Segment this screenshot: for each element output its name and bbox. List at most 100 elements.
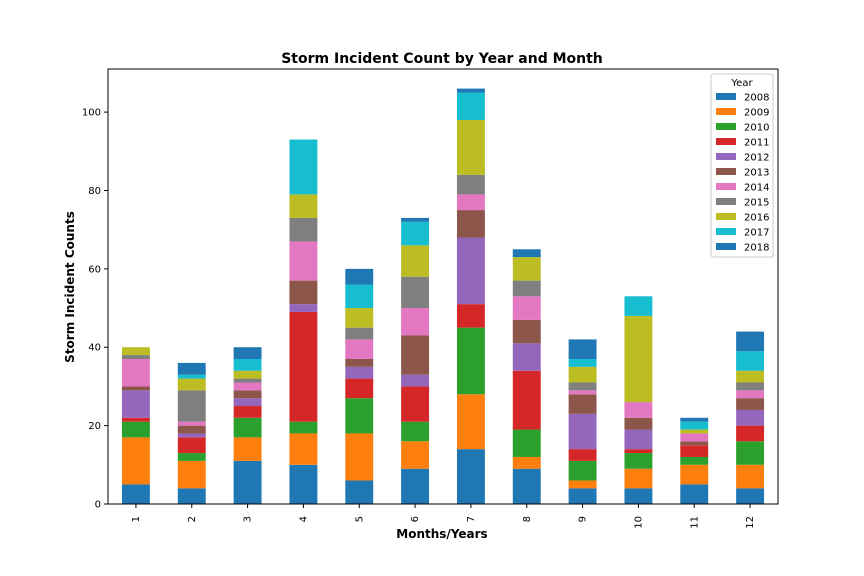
bar-segment-2-2008	[177, 488, 206, 504]
bar-segment-4-2012	[289, 304, 318, 312]
plot-frame	[107, 68, 779, 505]
bar-segment-8-2014	[512, 296, 541, 320]
bar-segment-2-2017	[177, 374, 206, 379]
bar-segment-10-2008	[624, 488, 653, 504]
bar-segment-4-2011	[289, 311, 318, 422]
bar-segment-12-2012	[736, 409, 765, 426]
legend-swatch-2009	[716, 108, 736, 115]
legend-box	[710, 73, 774, 258]
bar-segment-3-2018	[233, 347, 262, 359]
bar-segment-1-2011	[121, 417, 150, 422]
bar-segment-5-2014	[345, 339, 374, 359]
bar-segment-4-2017	[289, 139, 318, 195]
bar-segment-2-2015	[177, 390, 206, 422]
bars-layer	[121, 88, 765, 504]
bar-segment-3-2009	[233, 437, 262, 461]
bar-segment-1-2008	[121, 484, 150, 504]
y-axis-label: Storm Incident Counts	[63, 211, 77, 363]
bar-segment-1-2013	[121, 386, 150, 391]
bar-segment-11-2009	[680, 464, 709, 485]
bar-segment-6-2013	[401, 335, 430, 375]
bar-segment-8-2012	[512, 343, 541, 371]
legend-swatch-2011	[716, 138, 736, 145]
x-tick-label: 7	[466, 516, 477, 522]
x-ticks: 1 2 3 4 5 6 7 8 9 10 11 12	[131, 504, 756, 529]
bar-segment-5-2011	[345, 378, 374, 399]
x-tick-label: 6	[410, 516, 421, 522]
bar-segment-5-2008	[345, 480, 374, 504]
bar-segment-3-2012	[233, 398, 262, 407]
bar-segment-12-2018	[736, 331, 765, 352]
bar-segment-1-2014	[121, 359, 150, 387]
y-tick-label: 0	[95, 500, 101, 511]
bar-segment-7-2015	[456, 174, 485, 195]
bar-segment-3-2010	[233, 417, 262, 438]
bar-segment-6-2008	[401, 468, 430, 504]
bar-segment-5-2018	[345, 268, 374, 285]
y-tick-label: 100	[82, 108, 101, 119]
bar-segment-8-2016	[512, 257, 541, 281]
legend-label-2009: 2009	[744, 108, 769, 119]
bar-segment-9-2017	[568, 359, 597, 367]
bar-segment-2-2016	[177, 378, 206, 391]
bar-segment-12-2009	[736, 464, 765, 489]
bar-segment-6-2009	[401, 441, 430, 469]
bar-segment-10-2010	[624, 453, 653, 469]
bar-segment-12-2010	[736, 441, 765, 465]
bar-segment-1-2015	[121, 355, 150, 359]
x-tick-label: 5	[354, 516, 365, 522]
x-tick-label: 12	[745, 516, 756, 529]
chart-title: Storm Incident Count by Year and Month	[281, 51, 603, 67]
bar-segment-7-2014	[456, 194, 485, 211]
bar-segment-2-2010	[177, 453, 206, 461]
bar-segment-10-2012	[624, 429, 653, 450]
bar-segment-2-2011	[177, 437, 206, 454]
bar-segment-10-2011	[624, 449, 653, 454]
legend-swatch-2008	[716, 93, 736, 100]
bar-segment-7-2013	[456, 210, 485, 238]
bar-segment-8-2010	[512, 429, 541, 457]
x-tick-label: 1	[131, 516, 142, 522]
bar-segment-3-2008	[233, 460, 262, 504]
bar-segment-3-2016	[233, 370, 262, 379]
y-tick-label: 20	[88, 421, 101, 432]
bar-segment-5-2009	[345, 433, 374, 481]
bar-segment-12-2014	[736, 390, 765, 399]
bar-segment-11-2013	[680, 441, 709, 446]
bar-segment-4-2016	[289, 194, 318, 218]
bar-segment-11-2010	[680, 456, 709, 465]
bar-segment-4-2009	[289, 433, 318, 465]
x-tick-label: 11	[689, 516, 700, 529]
legend-label-2016: 2016	[744, 213, 769, 224]
bar-segment-10-2016	[624, 315, 653, 403]
bar-segment-6-2017	[401, 221, 430, 246]
bar-segment-2-2014	[177, 421, 206, 426]
bar-segment-7-2009	[456, 394, 485, 450]
legend-items: 2008 2009 2010 2011 2012 2013 2014 2015 2016 2017…	[716, 93, 769, 254]
bar-segment-6-2016	[401, 245, 430, 277]
legend-label-2010: 2010	[744, 123, 769, 134]
bar-segment-11-2017	[680, 421, 709, 430]
bar-segment-10-2009	[624, 468, 653, 489]
bar-segment-5-2016	[345, 308, 374, 328]
x-tick-label: 10	[633, 516, 644, 529]
bar-segment-4-2010	[289, 421, 318, 434]
bar-segment-7-2011	[456, 304, 485, 328]
bar-segment-5-2017	[345, 284, 374, 309]
legend-label-2014: 2014	[744, 183, 769, 194]
bar-segment-2-2018	[177, 362, 206, 375]
bar-segment-6-2018	[401, 217, 430, 222]
bar-segment-7-2016	[456, 119, 485, 175]
bar-segment-9-2015	[568, 382, 597, 391]
bar-segment-12-2008	[736, 488, 765, 504]
bar-segment-9-2013	[568, 394, 597, 414]
bar-segment-4-2008	[289, 464, 318, 504]
bar-segment-11-2008	[680, 484, 709, 504]
bar-segment-4-2014	[289, 241, 318, 281]
y-tick-label: 60	[88, 264, 101, 275]
legend: Year 2008 2009 2010 2011 2012 2013 2014 2015 201…	[710, 73, 774, 258]
x-tick-label: 4	[298, 516, 309, 522]
bar-segment-11-2014	[680, 433, 709, 442]
bar-segment-5-2012	[345, 366, 374, 379]
